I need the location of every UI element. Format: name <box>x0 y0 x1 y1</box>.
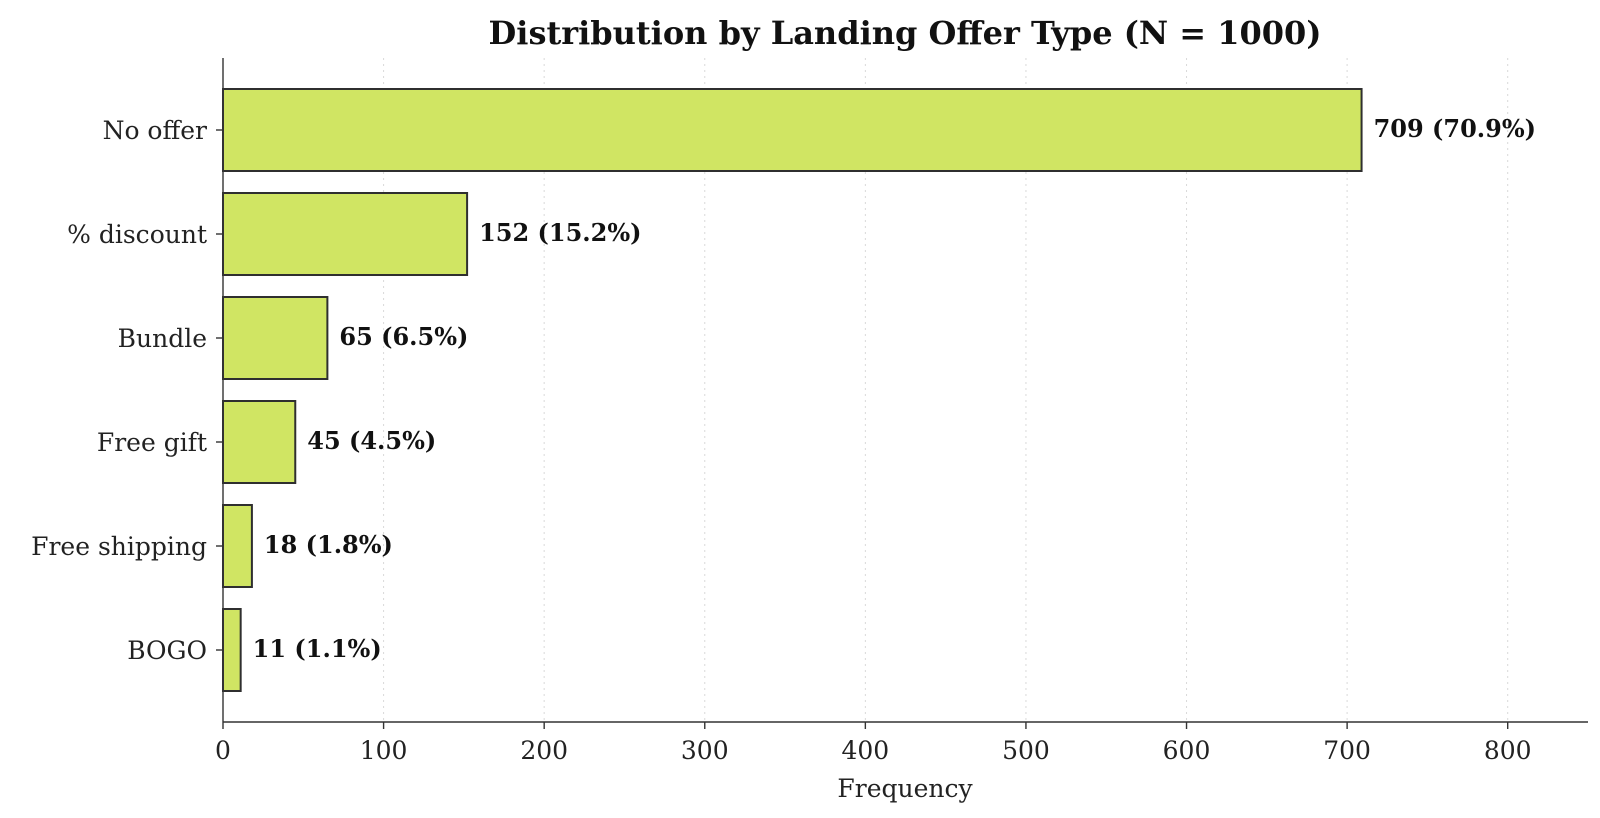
x-axis-label: Frequency <box>837 774 973 803</box>
data-label: 18 (1.8%) <box>264 530 393 559</box>
grid-lines <box>383 58 1509 722</box>
bar <box>222 400 297 484</box>
category-labels: No offer % discount Bundle Free gift Free sh… <box>31 116 207 665</box>
x-tick-label: 100 <box>360 736 408 765</box>
category-label: No offer <box>103 116 207 145</box>
bar <box>222 88 1363 172</box>
data-label: 11 (1.1%) <box>253 634 382 663</box>
x-tick-label: 300 <box>681 736 729 765</box>
bars <box>222 88 1363 692</box>
bar <box>222 608 242 692</box>
x-tick-label: 200 <box>520 736 568 765</box>
x-tick-label: 500 <box>1002 736 1050 765</box>
data-label: 709 (70.9%) <box>1374 114 1536 143</box>
category-label: Bundle <box>118 324 207 353</box>
bar <box>222 296 329 380</box>
category-label: Free gift <box>97 428 207 457</box>
x-tick-label: 400 <box>841 736 889 765</box>
data-labels: 709 (70.9%) 152 (15.2%) 65 (6.5%) 45 (4.5%)… <box>253 114 1536 663</box>
x-ticks: 0 100 200 300 400 500 600 700 800 <box>215 129 1532 765</box>
x-tick-label: 600 <box>1163 736 1211 765</box>
category-label: % discount <box>67 220 207 249</box>
bar <box>222 192 469 276</box>
x-tick-label: 0 <box>215 736 231 765</box>
bar <box>222 504 253 588</box>
x-tick-label: 700 <box>1323 736 1371 765</box>
category-label: Free shipping <box>31 532 207 561</box>
x-tick-label: 800 <box>1484 736 1532 765</box>
data-label: 45 (4.5%) <box>307 426 436 455</box>
chart-title: Distribution by Landing Offer Type (N = … <box>489 14 1322 52</box>
data-label: 152 (15.2%) <box>479 218 641 247</box>
data-label: 65 (6.5%) <box>339 322 468 351</box>
category-label: BOGO <box>127 636 207 665</box>
